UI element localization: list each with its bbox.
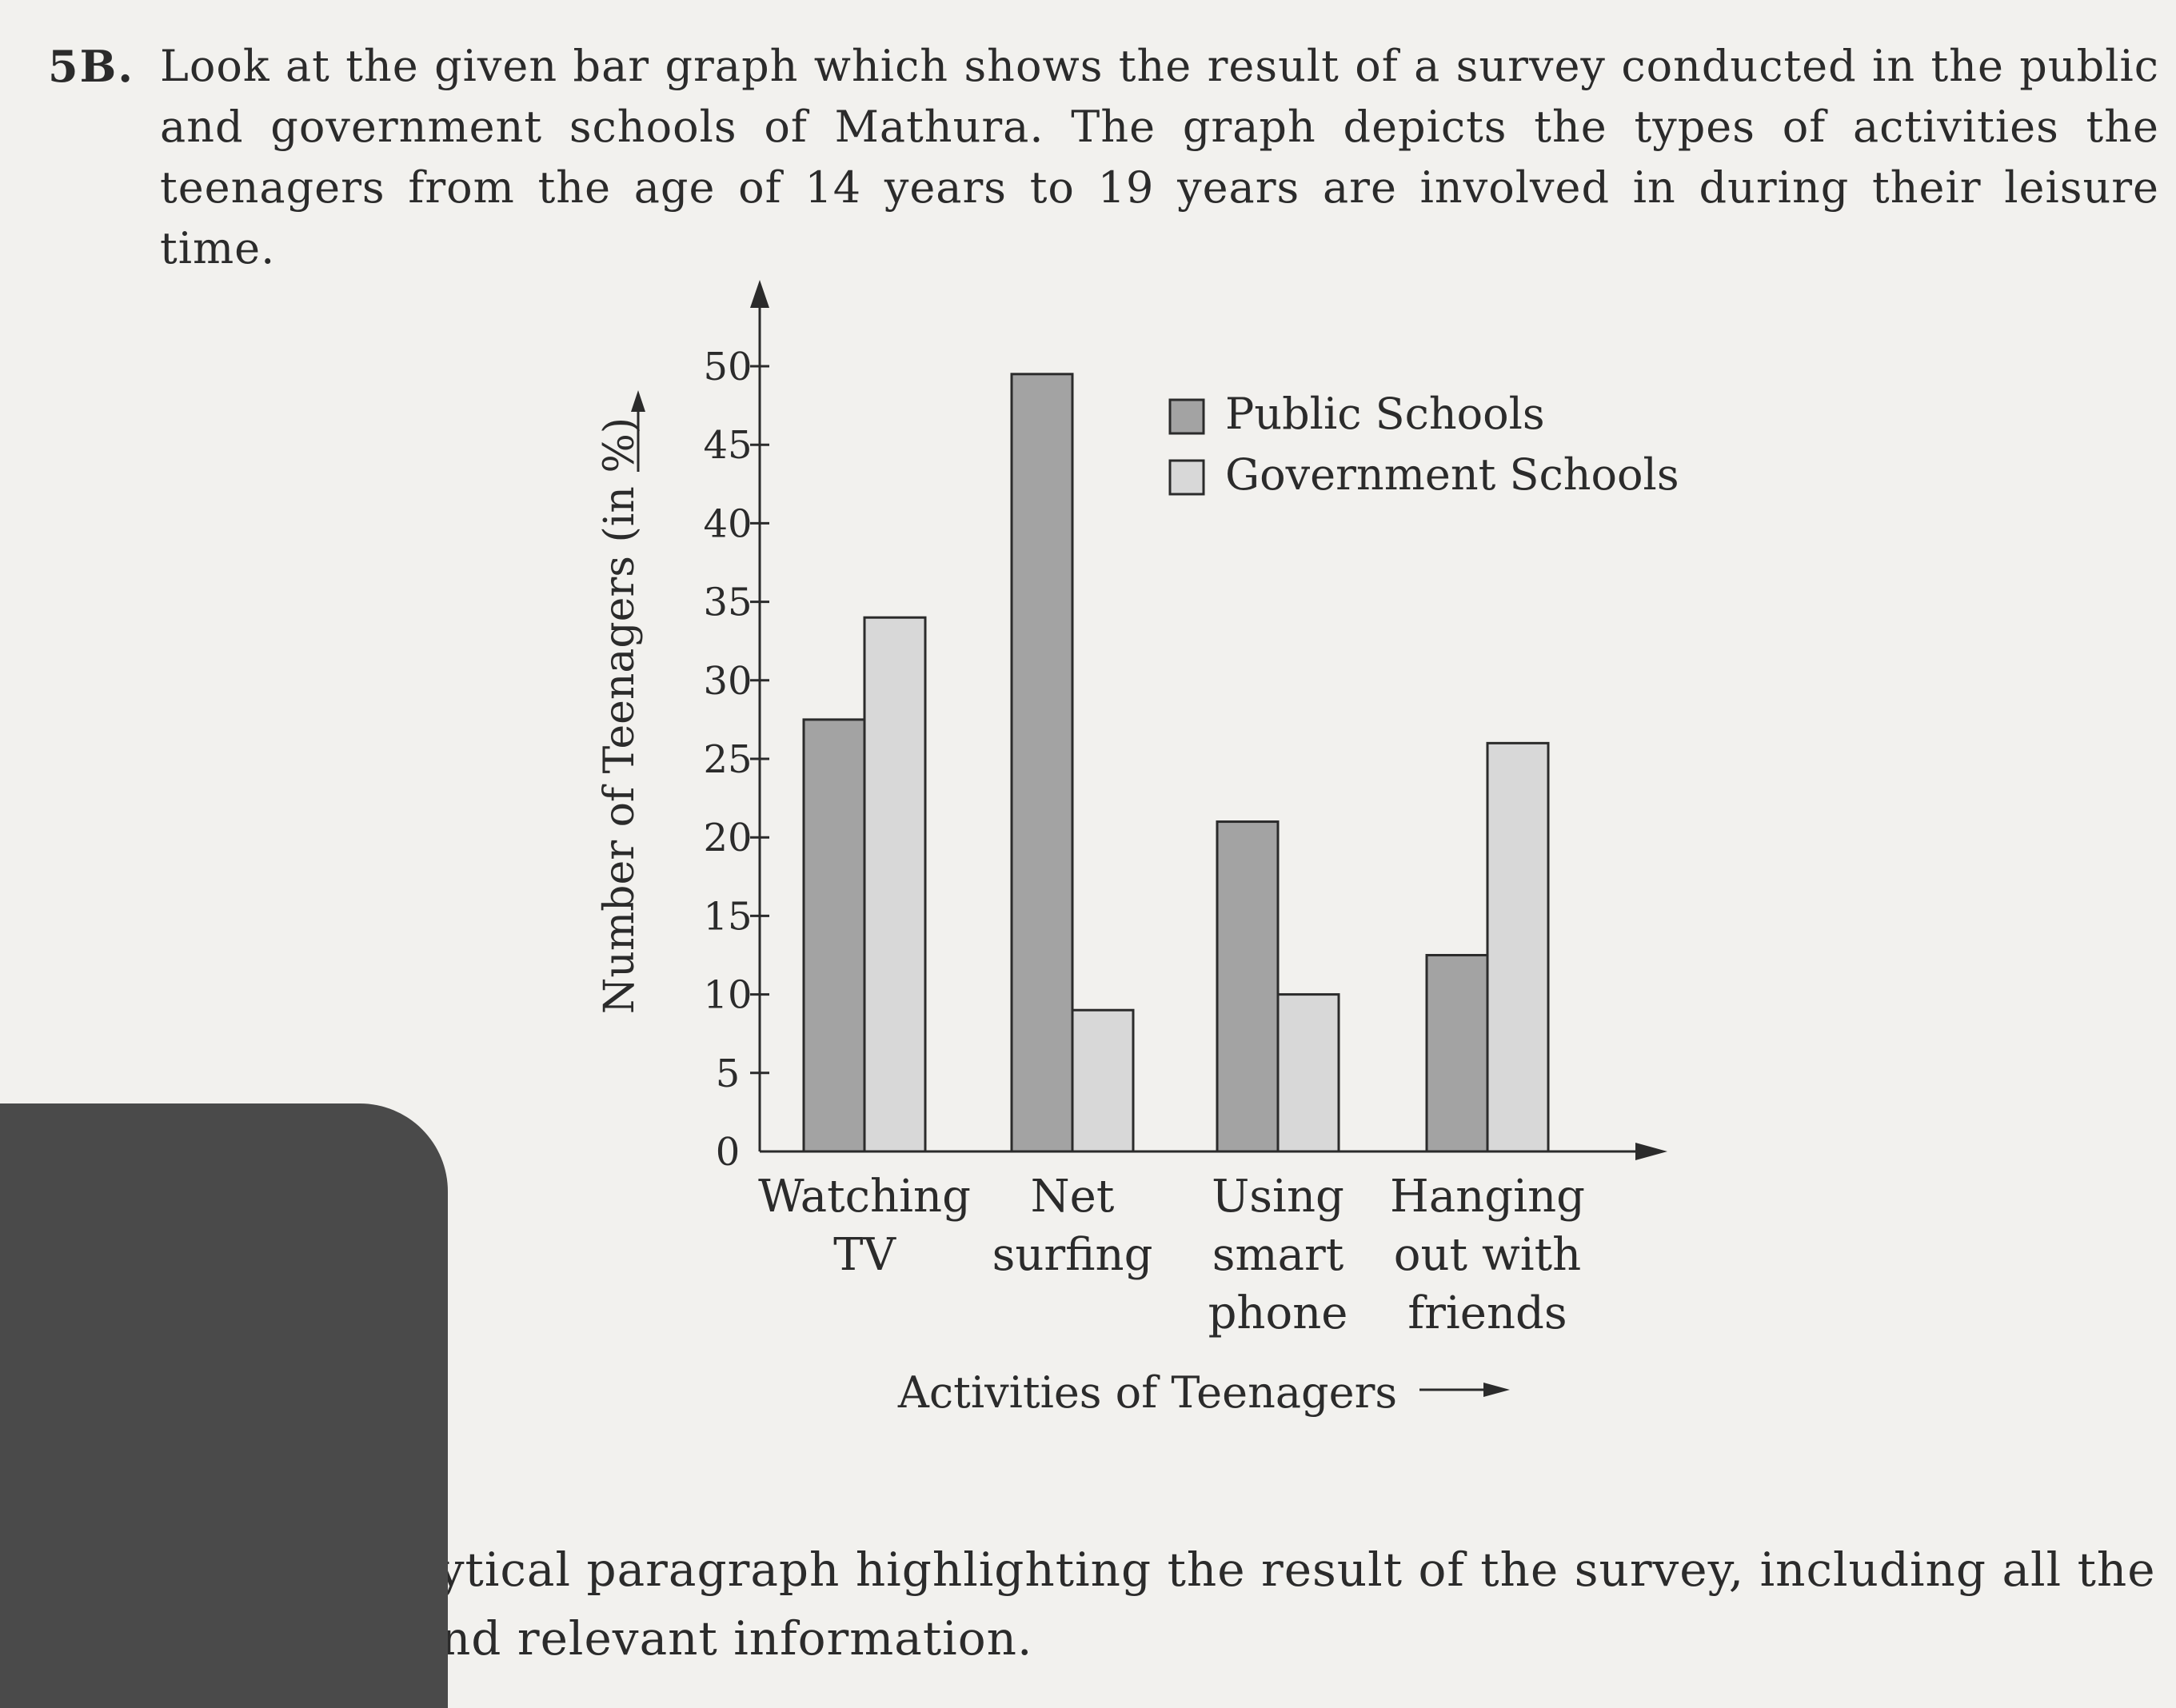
y-axis-arrow [750,280,769,308]
legend-swatch [1168,398,1205,435]
y-tick-label: 25 [703,737,752,782]
x-tick-label: smart [1212,1229,1344,1281]
y-tick-label: 5 [716,1052,741,1096]
question-text: Look at the given bar graph which shows … [160,41,2159,273]
y-tick-label: 45 [703,423,752,468]
y-tick-label: 20 [703,816,752,860]
x-tick-label: Using [1212,1171,1344,1223]
legend-label: Government Schools [1225,449,1679,500]
y-tick-label: 10 [703,973,752,1018]
bar [1425,954,1489,1153]
question-number: 5B. [48,41,135,92]
x-tick-label: phone [1208,1287,1348,1339]
legend-label: Public Schools [1225,389,1545,439]
bar [863,616,927,1153]
x-tick-label: out with [1394,1229,1582,1281]
y-label-arrow-head [631,390,645,412]
x-tick-label: surfing [992,1229,1153,1281]
x-axis-label: Activities of Teenagers [897,1367,1397,1418]
x-axis-arrow [1635,1143,1667,1160]
x-tick-label: Net [1031,1171,1115,1223]
x-tick-label: Watching [758,1171,971,1223]
bar [1486,741,1550,1153]
bar [1071,1008,1135,1153]
y-tick-label: 15 [703,894,752,939]
y-tick-label: 30 [703,659,752,704]
bar [1010,373,1074,1153]
bar [802,718,866,1153]
bar [1276,993,1340,1153]
y-tick-label: 50 [703,345,752,389]
shadow-overlay [0,1103,448,1708]
x-label-arrow-head [1483,1383,1510,1397]
legend-swatch [1168,459,1205,496]
bar [1216,820,1280,1153]
y-axis-label: Number of Teenagers (in %) [596,417,644,1014]
x-tick-label: TV [833,1229,896,1281]
x-tick-label: friends [1407,1287,1567,1339]
y-tick-label: 0 [716,1130,741,1175]
y-tick-label: 35 [703,581,752,625]
x-tick-label: Hanging [1390,1171,1585,1223]
y-tick-label: 40 [703,501,752,546]
